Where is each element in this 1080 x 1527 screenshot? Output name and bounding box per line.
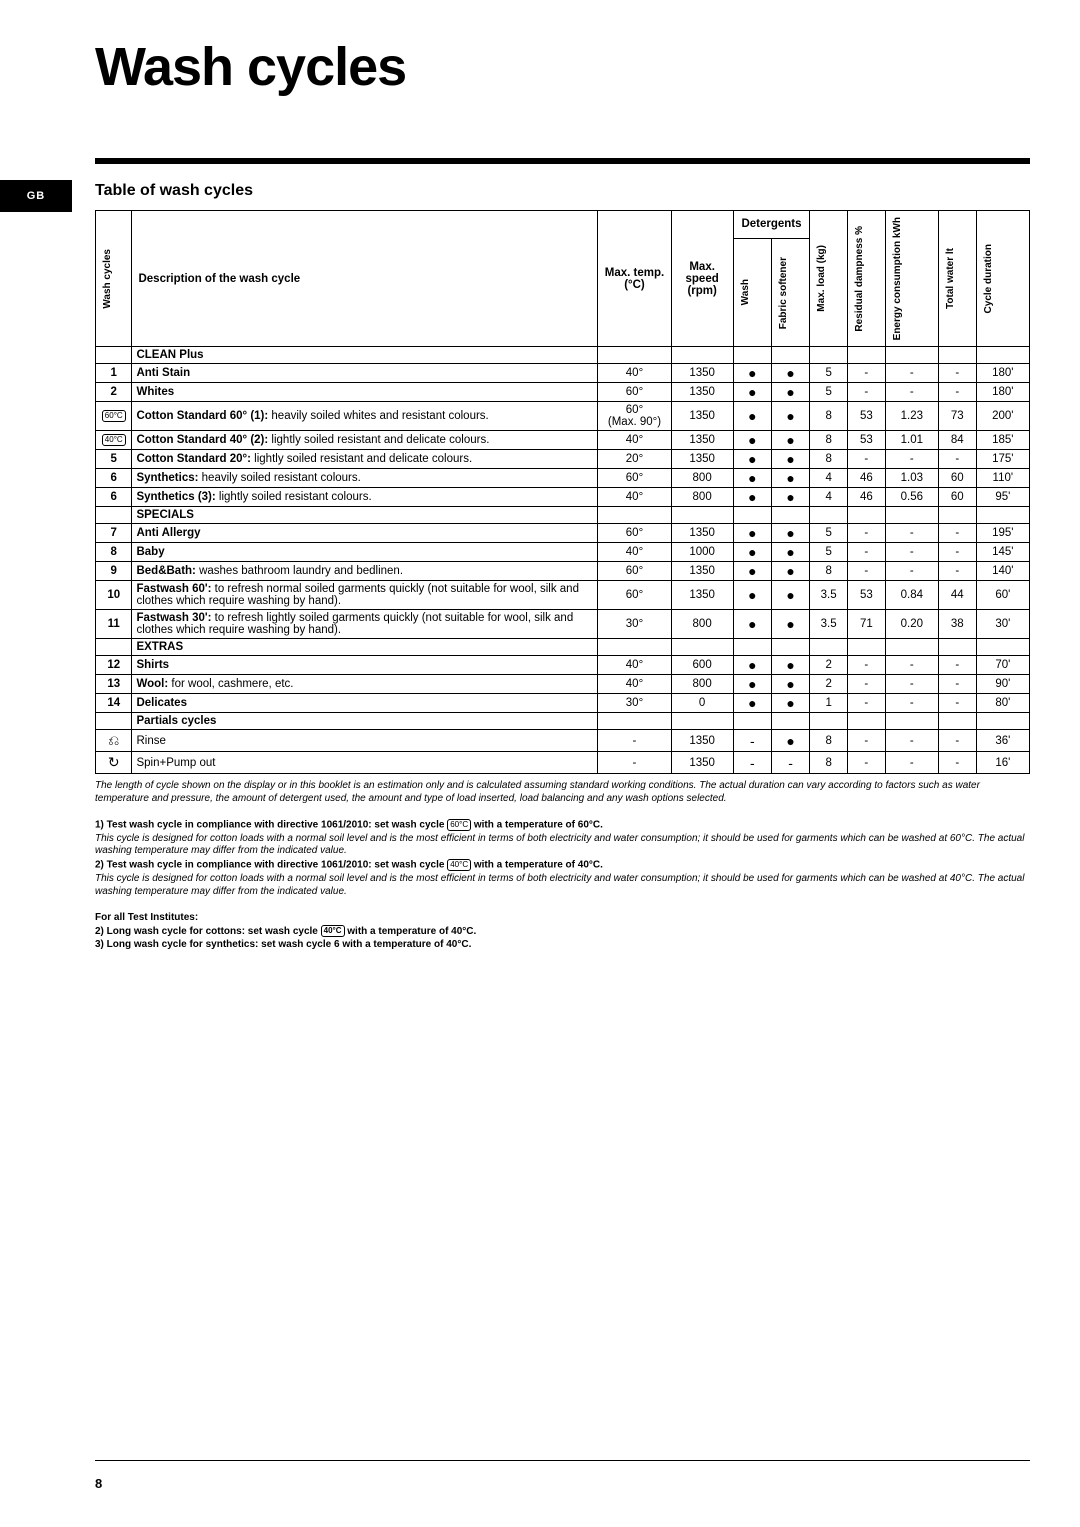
temp-40-icon: 40°C: [321, 925, 345, 937]
table-row: 7Anti Allergy60°1350●●5---195': [96, 524, 1030, 543]
table-row: 6Synthetics (3): lightly soiled resistan…: [96, 488, 1030, 507]
table-row: 14Delicates30°0●●1---80': [96, 694, 1030, 713]
footnote-estimation: The length of cycle shown on the display…: [95, 780, 1030, 805]
col-max-load: Max. load (kg): [814, 241, 829, 316]
section-heading: Table of wash cycles: [95, 182, 1030, 200]
table-row: 1Anti Stain40°1350●●5---180': [96, 364, 1030, 383]
table-row: 8Baby40°1000●●5---145': [96, 543, 1030, 562]
table-row: 9Bed&Bath: washes bathroom laundry and b…: [96, 562, 1030, 581]
footnote-2-detail: This cycle is designed for cotton loads …: [95, 873, 1030, 898]
footnote-1: 1) Test wash cycle in compliance with di…: [95, 819, 1030, 832]
table-row: 2Whites60°1350●●5---180': [96, 383, 1030, 402]
footnote-t3: 3) Long wash cycle for synthetics: set w…: [95, 939, 1030, 952]
table-row: 6Synthetics: heavily soiled resistant co…: [96, 469, 1030, 488]
temp-40-icon: 40°C: [447, 859, 471, 871]
table-row: 60°CCotton Standard 60° (1): heavily soi…: [96, 402, 1030, 431]
page-content: Wash cycles Table of wash cycles Wash cy…: [95, 36, 1030, 953]
table-row: ↻Spin+Pump out-1350--8---16': [96, 752, 1030, 774]
footnote-1-detail: This cycle is designed for cotton loads …: [95, 833, 1030, 858]
page-title: Wash cycles: [95, 36, 1030, 98]
bottom-rule: [95, 1460, 1030, 1462]
table-row: 11Fastwash 30': to refresh lightly soile…: [96, 610, 1030, 639]
table-row: ⎌Rinse-1350-●8---36': [96, 730, 1030, 752]
footnote-t2: 2) Long wash cycle for cottons: set wash…: [95, 925, 1030, 938]
col-wash: Wash: [738, 275, 753, 309]
page-number: 8: [95, 1476, 102, 1491]
col-duration: Cycle duration: [981, 240, 996, 317]
language-tab: GB: [0, 180, 72, 212]
col-wash-cycles: Wash cycles: [100, 245, 115, 313]
col-detergents: Detergents: [733, 211, 810, 239]
col-water: Total water lt: [943, 244, 958, 313]
table-row: 40°CCotton Standard 40° (2): lightly soi…: [96, 431, 1030, 450]
col-dampness: Residual dampness %: [852, 222, 867, 336]
divider-rule: [95, 158, 1030, 164]
footnotes: The length of cycle shown on the display…: [95, 780, 1030, 951]
col-max-speed: Max. speed (rpm): [671, 211, 733, 347]
col-energy: Energy consumption kWh: [890, 213, 905, 344]
table-row: 5Cotton Standard 20°: lightly soiled res…: [96, 450, 1030, 469]
temp-60-icon: 60°C: [447, 819, 471, 831]
table-row: 12Shirts40°600●●2---70': [96, 656, 1030, 675]
col-description: Description of the wash cycle: [132, 211, 598, 347]
table-row: 10Fastwash 60': to refresh normal soiled…: [96, 581, 1030, 610]
wash-cycles-table: Wash cycles Description of the wash cycl…: [95, 210, 1030, 774]
col-softener: Fabric softener: [776, 253, 791, 333]
table-row: 13Wool: for wool, cashmere, etc.40°800●●…: [96, 675, 1030, 694]
col-max-temp: Max. temp. (°C): [598, 211, 671, 347]
footnote-2: 2) Test wash cycle in compliance with di…: [95, 859, 1030, 872]
footnote-test-institutes: For all Test Institutes:: [95, 912, 1030, 925]
